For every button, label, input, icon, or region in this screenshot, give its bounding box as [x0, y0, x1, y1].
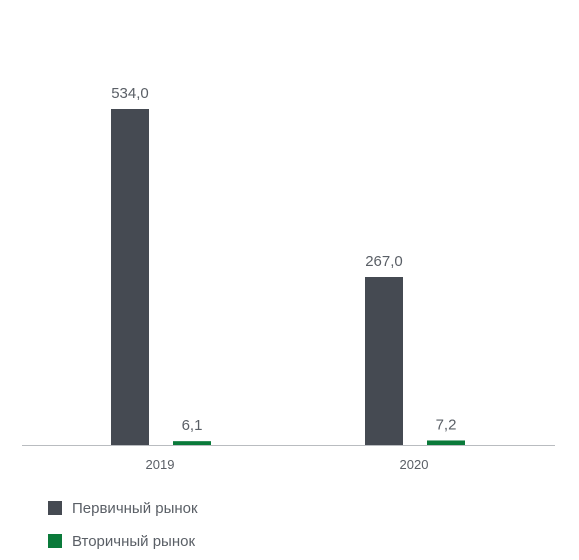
legend-swatch-primary-market	[48, 501, 62, 515]
bar-series-1-2019	[173, 441, 211, 445]
data-label-series-0-2019: 534,0	[111, 85, 149, 102]
legend-item-primary-market: Первичный рынок	[48, 494, 198, 522]
bar-chart: 534,0 6,1 2019 267,0 7,2 2020	[22, 85, 555, 472]
data-label-series-0-2020: 267,0	[365, 253, 403, 270]
bar-series-0-2019	[111, 109, 149, 445]
x-tick-label-2020: 2020	[400, 457, 429, 472]
legend-label-primary-market: Первичный рынок	[72, 499, 198, 517]
data-label-series-1-2019: 6,1	[182, 417, 203, 434]
data-label-series-1-2020: 7,2	[436, 416, 457, 433]
bar-series-0-2020	[365, 277, 403, 445]
legend: Первичный рынок Вторичный рынок	[48, 494, 198, 560]
x-tick-label-2019: 2019	[146, 457, 175, 472]
legend-item-secondary-market: Вторичный рынок	[48, 527, 198, 555]
legend-label-secondary-market: Вторичный рынок	[72, 532, 196, 550]
bar-series-1-2020	[427, 440, 465, 445]
legend-swatch-secondary-market	[48, 534, 62, 548]
